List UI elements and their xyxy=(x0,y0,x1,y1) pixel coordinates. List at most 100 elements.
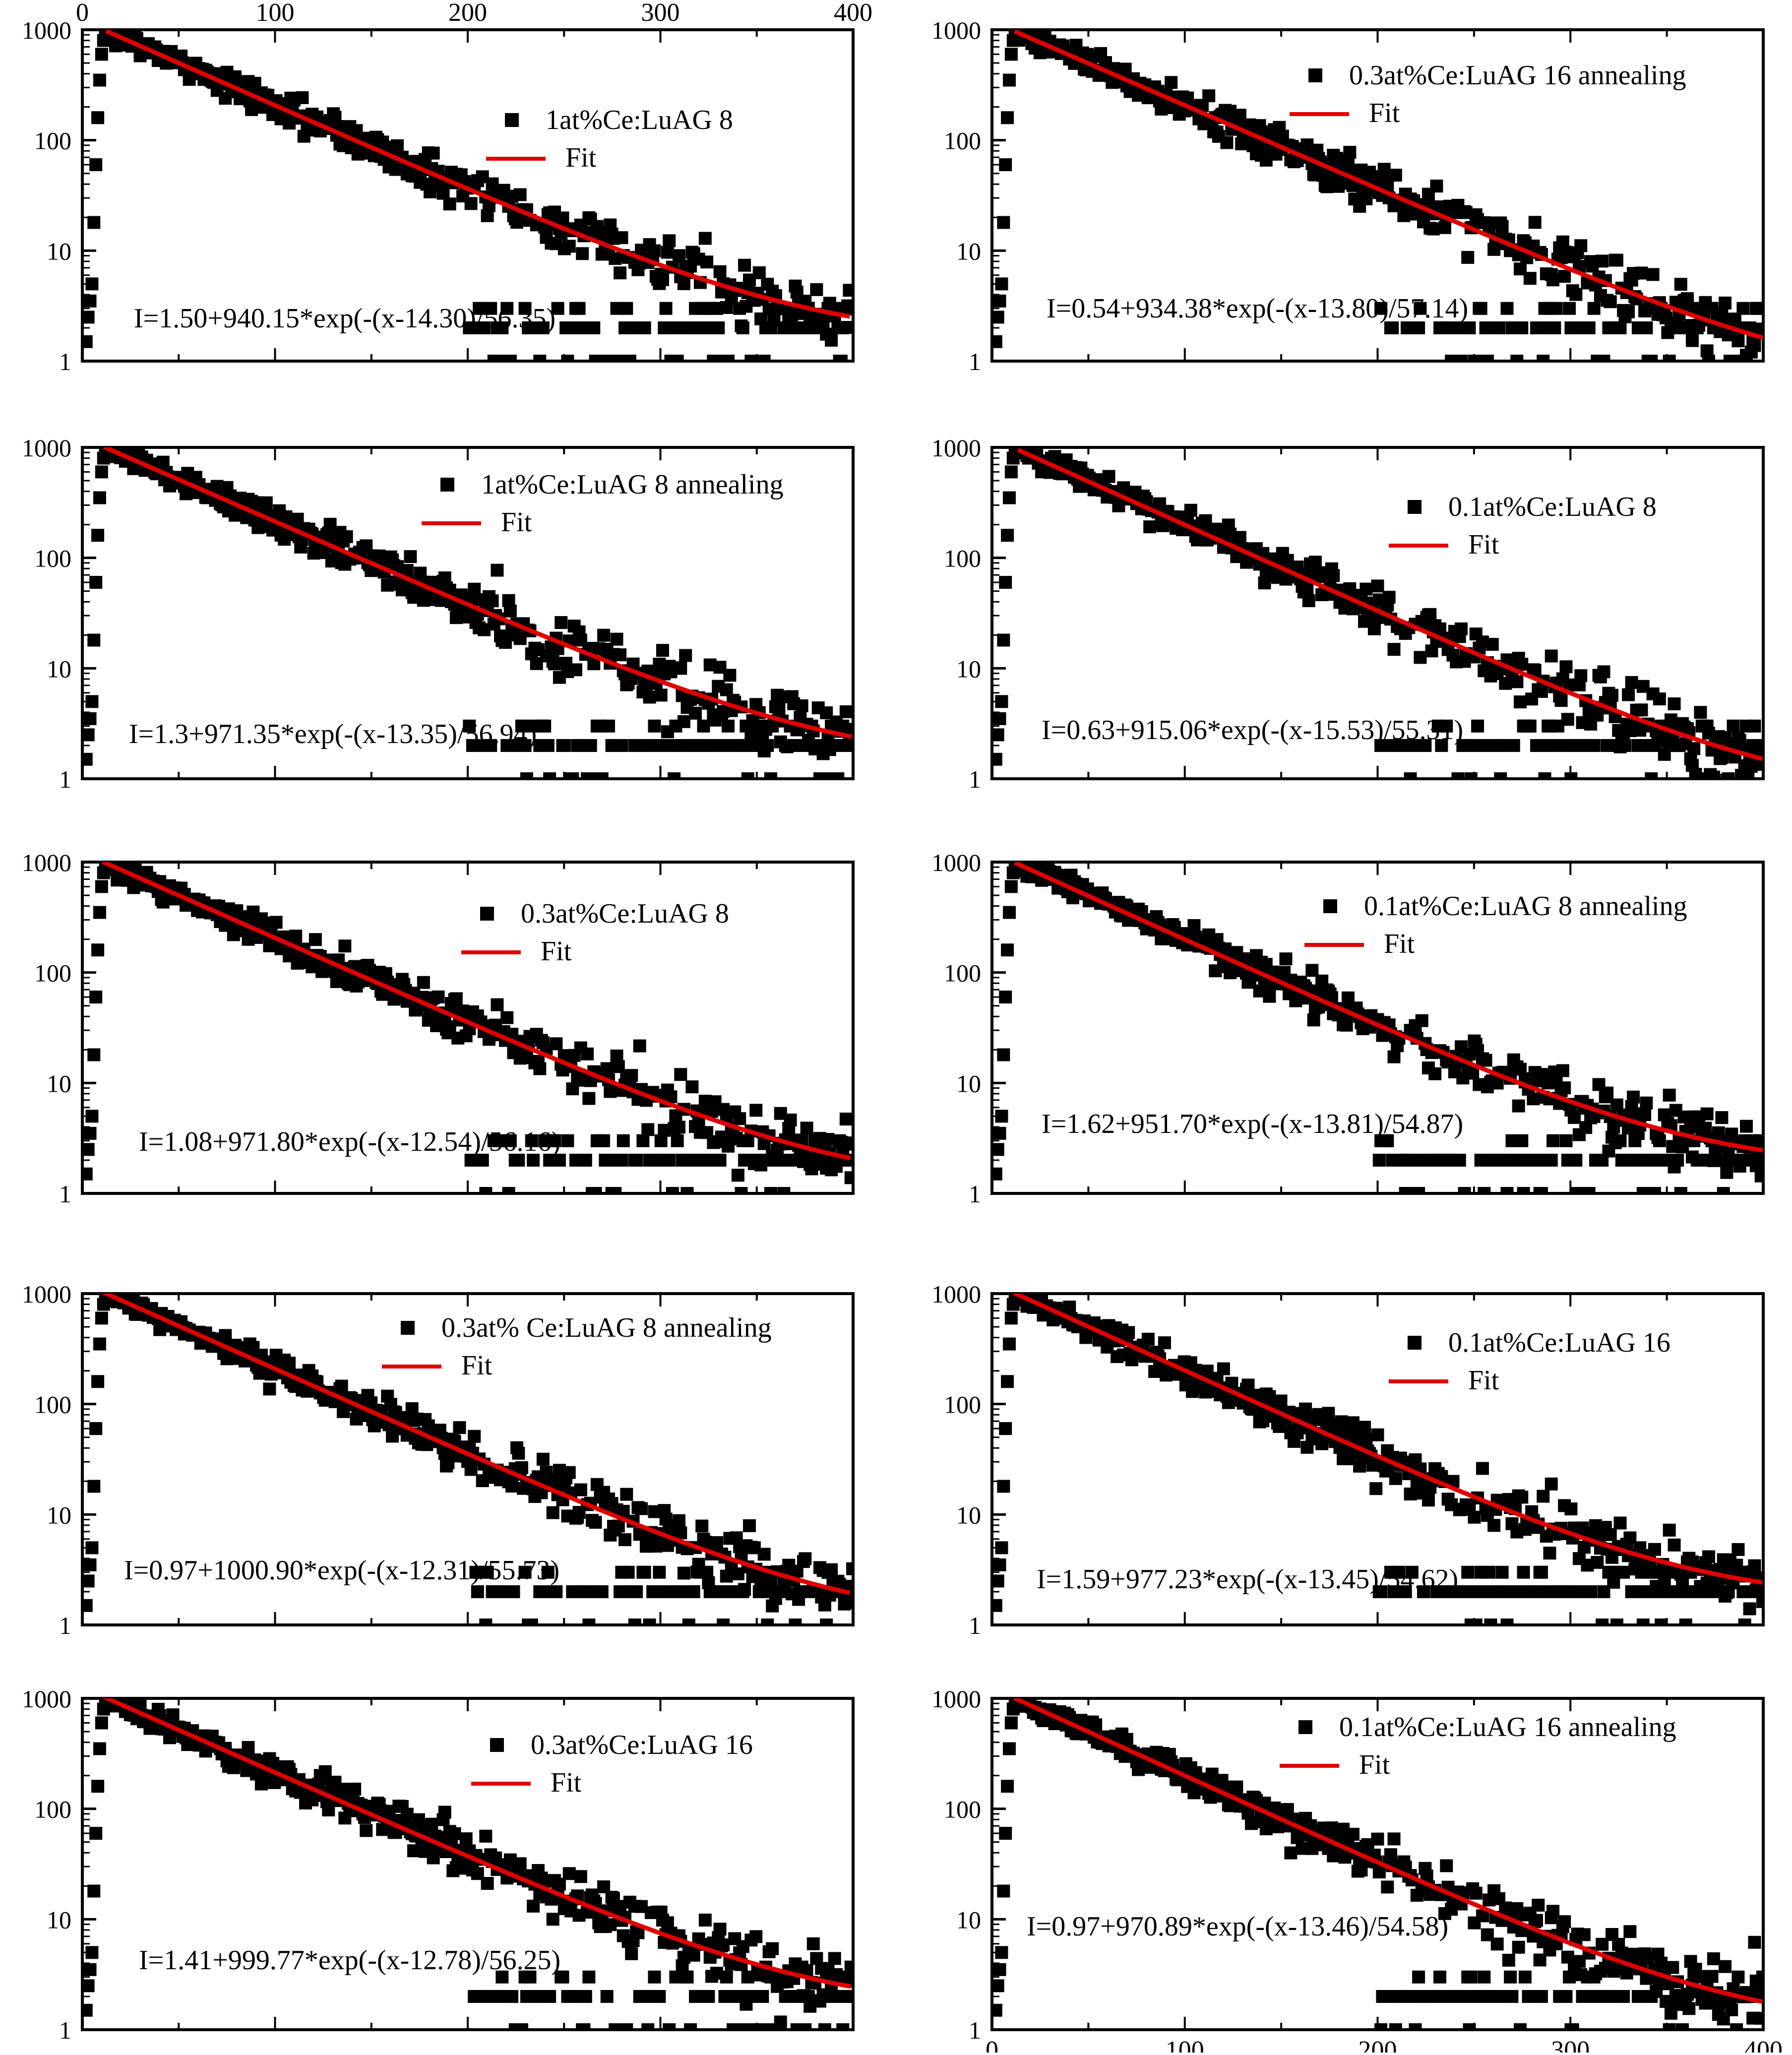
data-point xyxy=(491,998,503,1011)
data-point xyxy=(774,2015,787,2028)
data-point xyxy=(1089,1718,1102,1731)
data-point xyxy=(1438,221,1451,234)
data-point xyxy=(1483,1566,1495,1579)
bottom-x-tick-label: 400 xyxy=(1744,2036,1783,2053)
data-point xyxy=(1653,1134,1666,1147)
data-point xyxy=(999,1422,1012,1435)
data-point xyxy=(1371,579,1384,592)
data-point xyxy=(520,772,533,785)
data-point xyxy=(1343,146,1356,159)
data-point xyxy=(840,705,853,718)
data-point xyxy=(1507,739,1520,752)
data-point xyxy=(1702,355,1715,368)
data-point xyxy=(438,1806,451,1819)
data-point xyxy=(1529,216,1542,229)
fit-equation: I=1.3+971.35*exp(-(x-13.35)/56.94) xyxy=(129,719,537,749)
data-point xyxy=(1165,76,1177,89)
data-point xyxy=(84,295,97,308)
data-point xyxy=(742,772,754,785)
data-point xyxy=(615,231,628,244)
data-point xyxy=(550,1037,562,1050)
data-point xyxy=(1063,1301,1076,1313)
data-point xyxy=(1569,1154,1582,1167)
data-point xyxy=(1302,594,1315,607)
data-point xyxy=(134,1697,147,1710)
data-point xyxy=(630,1585,643,1598)
data-point xyxy=(1598,355,1610,368)
y-tick-label: 100 xyxy=(34,545,71,572)
data-point xyxy=(641,1123,654,1136)
data-point xyxy=(846,1562,859,1575)
data-point xyxy=(700,255,713,268)
y-tick-label: 10 xyxy=(956,1501,981,1529)
data-point xyxy=(89,576,102,589)
data-point xyxy=(1368,623,1381,635)
data-point xyxy=(1423,608,1436,621)
data-point xyxy=(1674,1187,1687,1200)
data-point xyxy=(1727,720,1740,733)
y-tick-label: 10 xyxy=(47,655,71,683)
data-point xyxy=(596,1585,609,1598)
data-point xyxy=(450,992,463,1005)
data-point xyxy=(635,1502,648,1515)
data-point xyxy=(1574,669,1587,682)
data-point xyxy=(1625,676,1638,689)
data-point xyxy=(678,715,690,728)
data-point xyxy=(491,564,503,577)
data-point xyxy=(618,1533,631,1546)
data-point xyxy=(1515,1134,1528,1147)
data-point xyxy=(681,1187,694,1200)
data-point xyxy=(673,249,685,262)
data-point xyxy=(1647,268,1660,281)
data-point xyxy=(1103,470,1115,483)
y-tick-label: 100 xyxy=(944,545,981,572)
data-point xyxy=(784,1114,797,1126)
data-point xyxy=(1509,1154,1522,1167)
data-point xyxy=(1389,1472,1402,1485)
data-point xyxy=(479,1830,492,1843)
data-point xyxy=(1340,1019,1353,1032)
data-point xyxy=(401,1808,414,1821)
data-point xyxy=(835,355,848,368)
data-point xyxy=(732,1169,744,1182)
data-point xyxy=(1517,1187,1530,1200)
y-tick-label: 1 xyxy=(59,765,71,793)
data-point xyxy=(601,355,614,368)
data-point xyxy=(1610,1619,1623,1631)
data-point xyxy=(758,355,771,368)
data-point xyxy=(1458,1187,1471,1200)
data-point xyxy=(1001,1780,1014,1793)
y-tick-label: 100 xyxy=(34,1796,71,1823)
data-point xyxy=(1373,1154,1386,1167)
data-point xyxy=(574,1870,587,1883)
data-point xyxy=(1564,321,1577,334)
data-point xyxy=(1414,651,1426,664)
data-point xyxy=(582,1092,595,1105)
data-point xyxy=(1011,849,1024,862)
data-point xyxy=(1184,504,1197,517)
data-point xyxy=(737,321,749,334)
data-point xyxy=(1369,1482,1382,1495)
y-tick-label: 10 xyxy=(956,237,981,265)
data-point xyxy=(1453,1154,1466,1167)
data-point xyxy=(93,74,106,87)
data-point xyxy=(1604,295,1617,308)
data-point xyxy=(471,1585,484,1598)
data-point xyxy=(846,302,859,315)
data-point xyxy=(1263,990,1276,1003)
data-point xyxy=(1556,1064,1569,1077)
data-point xyxy=(1430,180,1443,192)
data-point xyxy=(581,1048,594,1060)
data-point xyxy=(579,1154,592,1167)
data-point xyxy=(1412,1187,1425,1200)
data-point xyxy=(764,1187,777,1200)
data-point xyxy=(1388,1051,1401,1063)
data-point xyxy=(668,772,680,785)
data-point xyxy=(577,2023,590,2036)
data-point xyxy=(1638,1108,1651,1121)
legend-data-marker xyxy=(1308,68,1322,82)
data-point xyxy=(1674,278,1687,291)
